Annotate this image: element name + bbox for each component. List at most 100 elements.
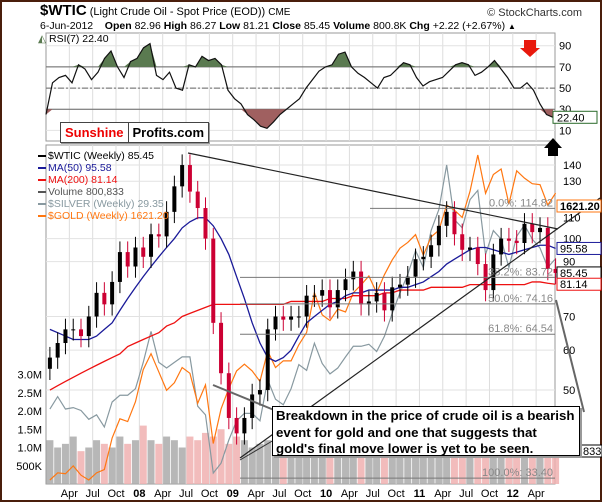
price-candle [390,287,395,311]
price-candle [195,191,200,209]
volume-bar [139,425,147,484]
price-candle [374,292,379,302]
open-label: Open [104,20,132,32]
x-tick-label: Jul [272,488,286,500]
volume-bar [489,443,497,484]
rsi-fill [247,109,254,120]
rsi-fill [202,56,209,67]
rsi-current-tag [552,110,598,124]
x-tick-label: Jul [459,488,473,500]
price-candle [538,227,543,233]
logo-part2: Profits.com [132,125,205,140]
volume-bar [528,451,536,484]
rsi-fill [410,64,417,67]
chg-value: +2.22 (+2.67%) [432,20,506,32]
volume-bar [373,447,381,484]
x-tick-label: 12 [507,488,519,500]
volume-bar [505,447,513,484]
volume-bar [178,447,186,484]
quote-line: 6-Jun-2012 Open 82.96 High 86.27 Low 81.… [40,20,516,32]
price-candle [304,295,309,317]
x-tick-label: Oct [107,488,124,500]
legend-label: MA(200) 81.14 [48,174,118,186]
price-candle [499,238,504,255]
volume-bar [295,440,303,484]
price-candle [187,165,192,192]
price-candle [211,238,216,323]
rsi-fill [273,109,280,122]
rsi-legend-label: RSI(7) 22.40 [49,33,109,45]
volume-bar [536,447,544,484]
logo-part1: Sunshine [61,123,129,142]
volume-bar [388,443,396,484]
price-tick-label: 50 [563,385,575,397]
x-tick-label: Oct [201,488,218,500]
rsi-fill [130,58,137,67]
price-candle [273,316,278,330]
price-candle [553,268,558,273]
price-tick-label: 90 [563,257,575,269]
fib-label: 61.8%: 64.54 [488,323,553,335]
volume-tick-label: 1.0M [18,443,42,455]
volume-bar [357,432,365,484]
price-tag-box [556,241,602,255]
rsi-tag-box [552,110,598,124]
x-tick-label: Apr [341,488,358,500]
price-candle [421,256,426,260]
volume-label: Volume [333,20,371,32]
symbol-name: (Light Crude Oil - Spot Price (EOD)) [89,6,266,18]
price-candle [156,234,161,237]
volume-bar [100,443,108,484]
silver-line [49,164,557,475]
rsi-legend: ◭ RSI(7) 22.40 [38,33,109,45]
x-tick-label: Jul [179,488,193,500]
close-label: Close [272,20,301,32]
volume-bar [217,429,225,484]
volume-bar [396,447,404,484]
legend-swatch-icon [38,203,46,206]
price-candle [444,211,449,226]
annotation-pointer [212,384,275,411]
volume-bar [272,443,280,484]
volume-bar [264,440,272,484]
volume-bar [474,447,482,484]
price-candle [102,292,107,305]
price-candle [296,316,301,318]
price-candle [219,322,224,374]
x-tick-label: 10 [320,488,332,500]
price-tag-label: 85.45 [560,268,588,280]
rsi-fill [137,47,144,67]
volume-bar [303,447,311,484]
volume-bar [365,443,373,484]
rsi-tag-label: 22.40 [557,112,585,124]
price-candle [133,247,138,267]
volume-bar [443,443,451,484]
high-label: High [163,20,188,32]
volume-bar [209,436,217,484]
legend-item: $WTIC (Weekly) 85.45 [38,150,169,162]
x-tick-label: Jul [86,488,100,500]
price-candle [468,247,473,250]
price-candle [265,329,270,391]
high-value: 86.27 [190,20,217,32]
volume-tick-label: 2.5M [18,388,42,400]
volume-bar [124,443,132,484]
volume-bar [380,447,388,484]
price-candle [522,223,527,243]
x-tick-label: Apr [528,488,545,500]
rsi-fill [98,58,105,67]
price-candle [366,301,371,305]
volume-bar [163,436,171,484]
rsi-fill [260,109,267,129]
volume-bar [240,440,248,484]
rsi-fill [540,109,547,115]
resistance-trendline [187,152,559,230]
price-tick-label: 140 [563,160,581,172]
price-candle [514,240,519,243]
x-tick-label: Apr [61,488,78,500]
price-candle [452,211,457,235]
quote-date: 6-Jun-2012 [40,20,94,32]
rsi-tick-label: 50 [559,83,571,95]
price-tick-label: 130 [563,176,581,188]
price-tag-label: 1621.20 [560,201,600,213]
